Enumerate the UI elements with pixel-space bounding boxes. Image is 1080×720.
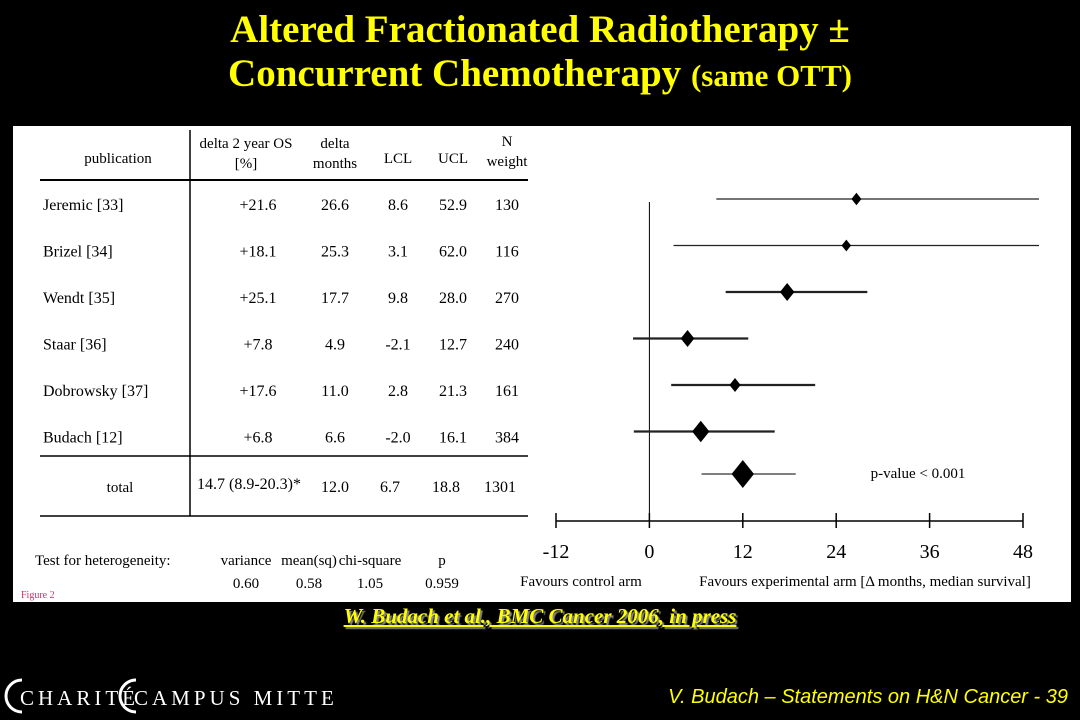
label-favours-control: Favours control arm xyxy=(520,574,642,590)
row-delta-months: 6.6 xyxy=(325,430,345,447)
forest-plot: -12 0 12 24 36 48 xyxy=(543,192,1039,563)
forest-figure: publication delta 2 year OS [%] delta mo… xyxy=(21,130,1039,601)
slide-title: Altered Fractionated Radiotherapy ± Conc… xyxy=(0,8,1080,98)
row-delta-os: +6.8 xyxy=(243,430,272,447)
header-n-2: weight xyxy=(487,154,529,170)
total-diamond xyxy=(731,460,754,488)
x-tick-label: 12 xyxy=(733,541,753,563)
row-delta-months: 25.3 xyxy=(321,244,349,261)
het-value: 0.60 xyxy=(233,576,259,592)
row-n: 161 xyxy=(495,383,519,400)
row-ucl: 21.3 xyxy=(439,383,467,400)
x-tick-label: 0 xyxy=(644,541,654,563)
row-lcl: 9.8 xyxy=(388,290,408,307)
row-ucl: 28.0 xyxy=(439,290,467,307)
study-diamond xyxy=(841,239,852,252)
logo-text-right: CAMPUS MITTE xyxy=(134,686,338,710)
study-diamond xyxy=(779,282,795,302)
logo-c-left xyxy=(4,678,23,714)
row-lcl: -2.0 xyxy=(385,430,410,447)
header-publication: publication xyxy=(84,151,152,167)
het-header: variance xyxy=(221,553,272,569)
total-delta-months: 12.0 xyxy=(321,479,349,496)
het-header: chi-square xyxy=(339,553,402,569)
heterogeneity-table: variance 0.60 mean(sq) 0.58 chi-square 1.05 p 0… xyxy=(221,553,459,592)
row-ucl: 12.7 xyxy=(439,337,467,354)
row-ucl: 62.0 xyxy=(439,244,467,261)
row-delta-months: 4.9 xyxy=(325,337,345,354)
header-n-1: N xyxy=(502,134,513,150)
citation: W. Budach et al., BMC Cancer 2006, in pr… xyxy=(343,604,737,628)
title-line-2-main: Concurrent Chemotherapy xyxy=(228,52,682,95)
header-delta-months-1: delta xyxy=(320,136,349,152)
total-ucl: 18.8 xyxy=(432,479,460,496)
title-suffix: (same OTT) xyxy=(690,58,852,93)
row-lcl: -2.1 xyxy=(385,337,410,354)
row-publication: Brizel [34] xyxy=(43,244,113,261)
study-diamond xyxy=(851,192,862,206)
x-tick-label: 36 xyxy=(920,541,940,563)
row-delta-os: +25.1 xyxy=(239,290,276,307)
figure-label: Figure 2 xyxy=(21,590,55,601)
total-n: 1301 xyxy=(484,479,516,496)
total-delta-os: 14.7 (8.9-20.3)* xyxy=(197,476,301,493)
header-delta-os-2: [%] xyxy=(235,156,258,172)
row-delta-months: 11.0 xyxy=(321,383,348,400)
total-label: total xyxy=(107,480,134,496)
charite-logo: CHARITÉ CAMPUS MITTE xyxy=(4,678,338,714)
header-ucl: UCL xyxy=(438,151,468,167)
het-header: mean(sq) xyxy=(281,553,337,569)
row-publication: Staar [36] xyxy=(43,337,107,354)
row-ucl: 52.9 xyxy=(439,197,467,214)
heterogeneity-label: Test for heterogeneity: xyxy=(35,553,171,569)
row-n: 270 xyxy=(495,290,519,307)
x-tick-label: -12 xyxy=(543,541,570,563)
x-tick-label: 24 xyxy=(826,541,846,563)
row-delta-os: +17.6 xyxy=(239,383,276,400)
row-publication: Dobrowsky [37] xyxy=(43,383,148,400)
x-tick-label: 48 xyxy=(1013,541,1033,563)
label-favours-experimental: Favours experimental arm [Δ months, medi… xyxy=(699,574,1031,590)
row-publication: Wendt [35] xyxy=(43,290,115,307)
row-lcl: 2.8 xyxy=(388,383,408,400)
header-lcl: LCL xyxy=(384,151,412,167)
total-lcl: 6.7 xyxy=(380,479,400,496)
row-delta-os: +21.6 xyxy=(239,197,276,214)
row-publication: Budach [12] xyxy=(43,430,123,447)
het-value: 0.58 xyxy=(296,576,322,592)
row-ucl: 16.1 xyxy=(439,430,467,447)
study-diamond xyxy=(729,378,741,392)
het-value: 0.959 xyxy=(425,576,459,592)
table-rows: Jeremic [33] +21.6 26.6 8.6 52.9 130 Brizel [3… xyxy=(43,197,519,447)
footer-text: V. Budach – Statements on H&N Cancer - 3… xyxy=(668,686,1068,708)
header-delta-months-2: months xyxy=(313,156,357,172)
row-delta-os: +18.1 xyxy=(239,244,276,261)
row-publication: Jeremic [33] xyxy=(43,197,123,214)
figure-panel: publication delta 2 year OS [%] delta mo… xyxy=(13,126,1071,602)
row-n: 116 xyxy=(495,244,518,261)
logo-text-left: CHARITÉ xyxy=(20,686,139,710)
title-line-1: Altered Fractionated Radiotherapy ± xyxy=(230,8,850,51)
title-line-2: Concurrent Chemotherapy (same OTT) xyxy=(0,52,1080,98)
row-n: 130 xyxy=(495,197,519,214)
row-n: 384 xyxy=(495,430,519,447)
row-lcl: 3.1 xyxy=(388,244,408,261)
row-lcl: 8.6 xyxy=(388,197,408,214)
p-value-annotation: p-value < 0.001 xyxy=(871,466,966,482)
row-delta-months: 26.6 xyxy=(321,197,349,214)
study-diamond xyxy=(680,329,695,348)
het-value: 1.05 xyxy=(357,576,383,592)
het-header: p xyxy=(438,553,446,569)
row-delta-months: 17.7 xyxy=(321,290,349,307)
row-n: 240 xyxy=(495,337,519,354)
row-delta-os: +7.8 xyxy=(243,337,272,354)
study-diamond xyxy=(692,420,710,443)
header-delta-os-1: delta 2 year OS xyxy=(200,136,293,152)
logo-c-right xyxy=(118,678,137,714)
